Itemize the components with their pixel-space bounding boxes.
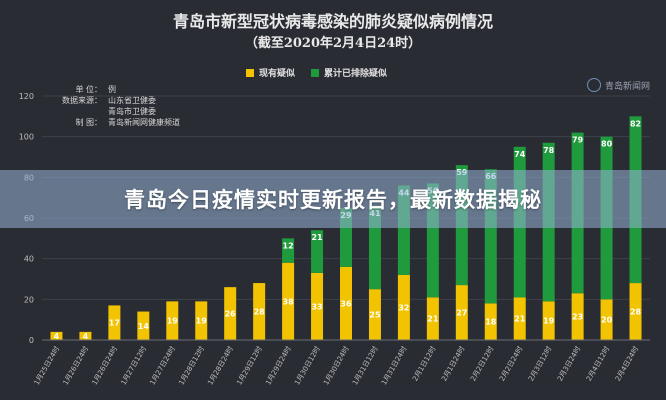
data-label-current: 18 — [485, 318, 497, 327]
legend-label-excluded: 累计已排除疑似 — [324, 69, 388, 79]
bar-current — [629, 283, 642, 340]
y-tick-label: 20 — [24, 295, 34, 304]
data-label-current: 25 — [369, 311, 381, 320]
bar-current — [224, 287, 237, 340]
bar-current — [571, 293, 584, 340]
bar-current — [600, 299, 613, 340]
bar-current — [137, 311, 150, 340]
bar-current — [311, 272, 324, 340]
data-label-current: 33 — [311, 302, 322, 311]
data-label-excluded: 80 — [601, 140, 613, 149]
data-label-current: 38 — [283, 297, 295, 306]
data-label-excluded: 12 — [283, 241, 294, 250]
data-label-excluded: 82 — [630, 119, 641, 128]
data-label-current: 4 — [54, 332, 60, 341]
y-tick-label: 120 — [19, 92, 34, 101]
data-label-current: 17 — [109, 319, 120, 328]
data-label-current: 19 — [167, 317, 179, 326]
info-block: 单 位：例 数据来源： 山东省卫健委 青岛市卫健委 制 图： 青岛新闻网健康频道 — [48, 84, 180, 128]
chart-title: 青岛市新型冠状病毒感染的肺炎疑似病例情况 — [172, 12, 493, 31]
x-tick-label: 1月31日24时 — [379, 345, 408, 387]
legend-label-current: 现有疑似 — [259, 69, 296, 79]
bar-excluded — [311, 230, 324, 273]
bar-current — [484, 303, 497, 340]
x-tick-label: 2月3日24时 — [555, 345, 582, 383]
data-label-current: 32 — [398, 303, 409, 312]
chart-subtitle: （截至2020年2月4日24时） — [244, 36, 422, 51]
info-row: 数据来源： 山东省卫健委 — [62, 96, 156, 105]
x-tick-label: 1月29日24时 — [263, 345, 292, 387]
x-tick-label: 2月3日12时 — [526, 345, 553, 383]
y-tick-label: 100 — [19, 133, 34, 142]
data-label-current: 26 — [225, 310, 237, 319]
bar-current — [50, 331, 63, 340]
y-tick-label: 40 — [24, 255, 34, 264]
x-tick-label: 1月27日24时 — [148, 345, 177, 387]
bar-current — [455, 285, 468, 340]
data-label-excluded: 21 — [311, 233, 323, 242]
data-label-current: 20 — [601, 316, 613, 325]
bar-current — [108, 305, 121, 340]
data-label-current: 21 — [514, 315, 526, 324]
info-row: 制 图： 青岛新闻网健康频道 — [75, 118, 180, 127]
bar-current — [282, 262, 295, 340]
headline-text: 青岛今日疫情实时更新报告，最新数据揭秘 — [124, 188, 542, 212]
news-logo-icon — [586, 78, 601, 92]
bar-current — [166, 301, 179, 340]
watermark: 青岛新闻网 — [586, 78, 650, 92]
watermark-text: 青岛新闻网 — [604, 81, 650, 92]
bar-current — [542, 301, 555, 340]
legend-item-excluded: 累计已排除疑似 — [311, 66, 387, 79]
x-tick-label: 2月4日12时 — [584, 345, 611, 383]
data-label-excluded: 78 — [543, 146, 555, 155]
bar-excluded — [282, 238, 295, 263]
data-label-current: 23 — [572, 313, 583, 322]
data-label-current: 19 — [543, 317, 555, 326]
x-tick-label: 2月4日24时 — [613, 345, 640, 383]
x-tick-label: 1月31日12时 — [350, 345, 379, 387]
x-tick-label: 1月26日24时 — [61, 345, 90, 387]
bar-current — [340, 266, 352, 340]
data-label-current: 36 — [340, 299, 352, 308]
x-tick-label: 1月28日12时 — [177, 345, 206, 387]
bar-current — [426, 297, 439, 340]
legend-item-current: 现有疑似 — [246, 66, 295, 79]
y-tick-label: 0 — [29, 336, 34, 345]
x-tick-label: 1月30日24时 — [321, 345, 350, 387]
headline-banner: 青岛今日疫情实时更新报告，最新数据揭秘 — [0, 170, 666, 228]
data-label-current: 14 — [138, 322, 150, 331]
data-label-current: 28 — [630, 308, 642, 317]
data-label-current: 4 — [83, 332, 89, 341]
legend: 现有疑似 累计已排除疑似 — [246, 66, 387, 79]
bar-current — [79, 331, 92, 340]
x-tick-label: 1月30日12时 — [292, 345, 321, 387]
bar-current — [368, 289, 381, 340]
info-row: 青岛市卫健委 — [108, 107, 156, 116]
bar-current — [195, 301, 208, 340]
data-label-current: 28 — [254, 308, 266, 317]
bar-current — [513, 297, 526, 340]
data-label-current: 19 — [196, 317, 208, 326]
x-tick-label: 2月1日12时 — [410, 345, 437, 383]
x-tick-label: 1月25日24时 — [32, 345, 61, 387]
bar-current — [397, 274, 410, 340]
x-tick-label: 1月28日24时 — [205, 345, 234, 387]
data-label-current: 21 — [427, 315, 439, 324]
x-tick-label: 2月2日24时 — [497, 345, 524, 383]
x-tick-label: 2月2日12时 — [468, 345, 495, 383]
legend-swatch-current — [246, 68, 254, 77]
bar-current — [253, 283, 266, 340]
x-tick-label: 1月26日24时 — [90, 345, 119, 387]
data-label-excluded: 79 — [572, 136, 584, 145]
info-row: 单 位：例 — [75, 85, 116, 94]
x-tick-label: 1月27日12时 — [119, 345, 148, 387]
x-tick-label: 1月29日12时 — [234, 345, 263, 387]
data-label-excluded: 74 — [514, 150, 526, 159]
data-label-current: 27 — [456, 309, 467, 318]
legend-swatch-excluded — [311, 68, 320, 77]
x-tick-label: 2月1日24时 — [439, 345, 466, 383]
